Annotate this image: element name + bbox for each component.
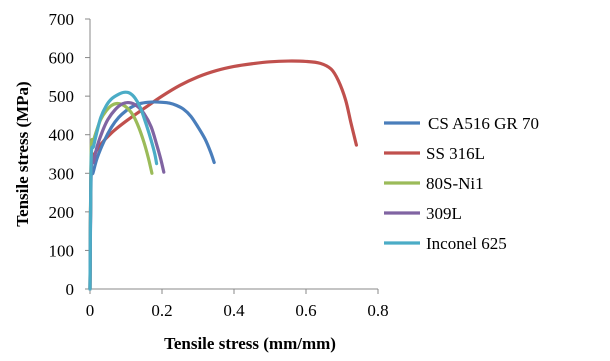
series-line-inconel-625 [88,90,159,291]
x-axis-title: Tensile stress (mm/mm) [164,334,336,353]
legend: CS A516 GR 70 SS 316L 80S-Ni1 309L Inconel 6… [384,114,539,253]
y-tick-label: 0 [66,280,75,299]
y-tick-label: 100 [49,241,75,260]
legend-label-inconel-625: Inconel 625 [426,234,507,253]
series-line-309l [88,100,166,291]
x-tick-label: 0.6 [295,301,316,320]
series-line-ss-316l [88,59,358,291]
y-tick-label: 200 [49,203,75,222]
ticks-group: 0 100 200 300 400 500 600 700 0 0.2 0.4 0.6 0.8 [49,10,389,320]
x-tick-label: 0.2 [151,301,172,320]
series-line-80s-ni1 [88,101,154,291]
y-tick-label: 700 [49,10,75,29]
series-group [88,59,358,291]
y-axis-title: Tensile stress (MPa) [13,81,32,226]
y-tick-label: 600 [49,49,75,68]
x-tick-label: 0.8 [367,301,388,320]
legend-label-cs-a516-gr-70: CS A516 GR 70 [428,114,539,133]
legend-label-80s-ni1: 80S-Ni1 [426,174,484,193]
x-tick-label: 0.4 [223,301,245,320]
y-tick-label: 500 [49,87,75,106]
y-tick-label: 300 [49,164,75,183]
legend-label-309l: 309L [426,204,462,223]
series-line-cs-a516-gr-70 [88,100,216,291]
y-tick-label: 400 [49,126,75,145]
legend-label-ss-316l: SS 316L [426,144,485,163]
x-tick-label: 0 [86,301,95,320]
axes-group [89,19,378,290]
